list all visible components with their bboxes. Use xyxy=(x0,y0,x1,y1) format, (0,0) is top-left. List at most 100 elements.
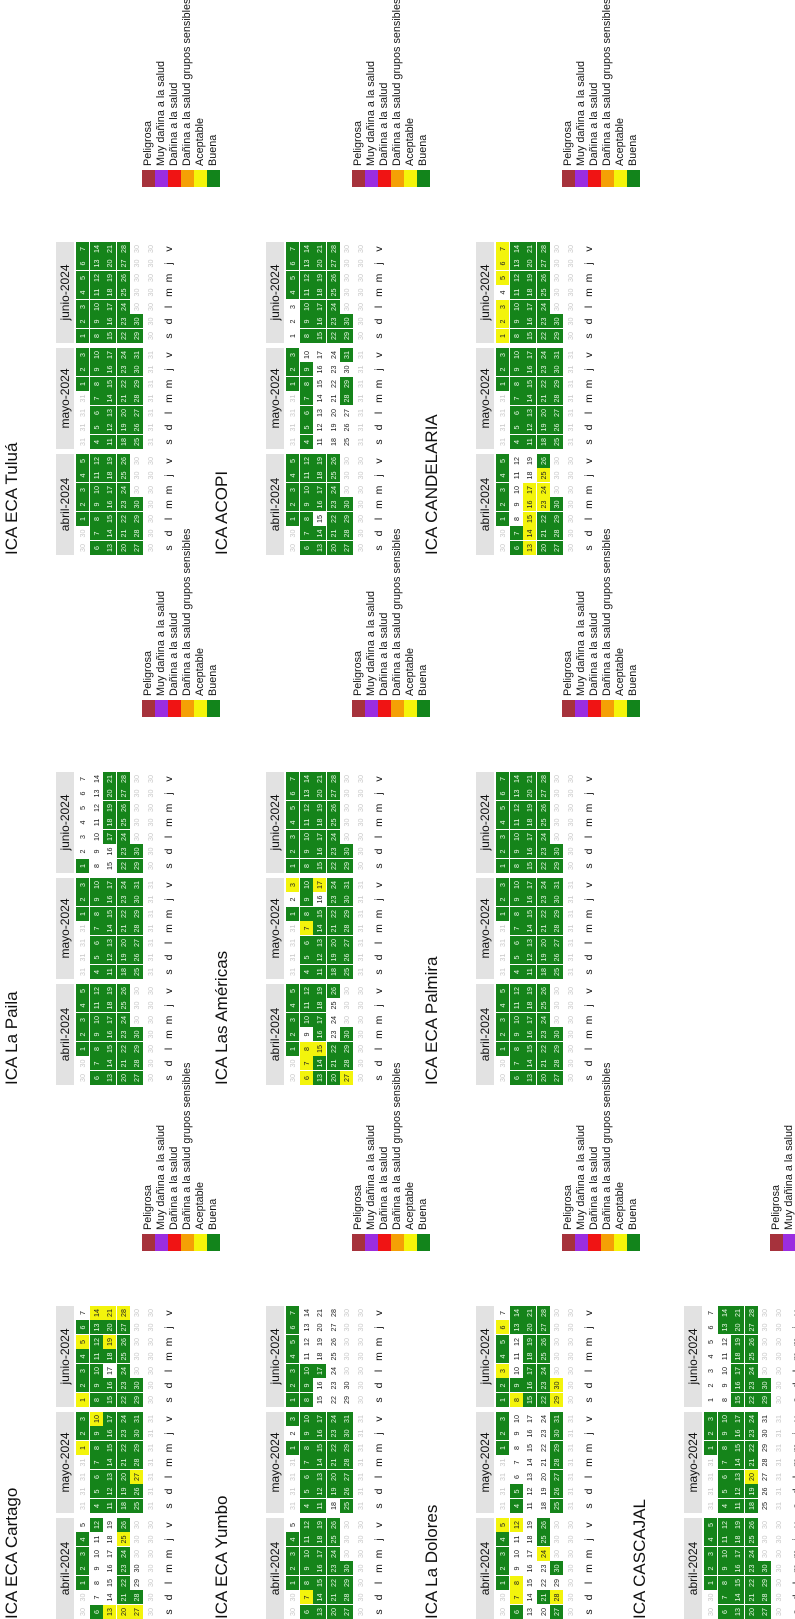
day-cell: 2 xyxy=(286,1561,299,1576)
day-cell: 19 xyxy=(731,1335,744,1349)
day-cell-outside: 30 xyxy=(132,471,141,480)
day-cell-outside: 30 xyxy=(342,486,351,494)
day-cell-outside: 30 xyxy=(565,1521,575,1529)
weekday-label: j xyxy=(582,474,595,477)
day-cell: 6 xyxy=(76,256,89,271)
day-cell: 2 xyxy=(704,1426,717,1441)
day-cell-outside: 30 xyxy=(132,987,141,995)
legend-label: Peligrosa xyxy=(562,120,574,166)
day-cell-outside: 31 xyxy=(565,380,575,388)
day-cell: 21 xyxy=(731,1306,744,1320)
day-cell-outside: 30 xyxy=(552,486,561,494)
day-cell: 14 xyxy=(103,1590,116,1605)
legend-swatch xyxy=(168,170,181,187)
month-calendar: abril-2024 30 30 1 2 3 4 5 6 7 8 9 10 11 12 13 14 15 16 17 1… xyxy=(56,1518,176,1619)
day-cell-outside: 30 xyxy=(773,1381,783,1390)
day-cell: 17 xyxy=(313,830,326,844)
weekday-label: m xyxy=(582,1352,595,1361)
day-cell: 8 xyxy=(299,1576,313,1590)
day-cell-outside: 30 xyxy=(552,457,561,465)
day-grid: 1 2 3 4 5 6 7 8 9 10 11 12 13 14 15 16 17 18 19 20 21 22 23 24 2… xyxy=(76,772,157,873)
day-cell: 28 xyxy=(340,1455,353,1470)
day-grid: 30 30 1 2 3 4 5 6 7 8 9 10 11 12 13 14 15 16 17 18 19 20 21 22 2… xyxy=(704,1518,785,1619)
day-cell-outside: 31 xyxy=(145,1429,155,1438)
day-cell: 12 xyxy=(89,1335,103,1349)
day-grid: 31 31 31 31 1 2 3 4 5 6 7 8 9 10 11 12 13 14 15 16 17 18 19 20 2… xyxy=(496,878,577,979)
day-cell: 22 xyxy=(536,1042,550,1056)
weekday-label: m xyxy=(582,1564,595,1573)
day-cell: 29 xyxy=(130,859,143,873)
day-cell: 3 xyxy=(76,483,89,497)
day-cell: 1 xyxy=(286,512,299,526)
weekday-label: d xyxy=(162,954,175,961)
day-cell: 28 xyxy=(758,1590,771,1605)
day-cell-outside: 30 xyxy=(552,1323,561,1332)
day-cell: 21 xyxy=(523,242,536,256)
weekday-label: l xyxy=(372,941,385,945)
day-cell: 15 xyxy=(103,1576,116,1590)
day-cell-outside: 30 xyxy=(342,833,351,841)
weekday-label: s xyxy=(372,1075,385,1081)
day-cell: 14 xyxy=(299,772,313,786)
day-cell: 12 xyxy=(89,454,103,468)
day-cell: 26 xyxy=(340,1484,353,1499)
day-cell: 6 xyxy=(496,256,509,271)
day-cell: 9 xyxy=(509,1027,523,1042)
day-cell: 14 xyxy=(523,1455,536,1470)
weekday-label: m xyxy=(372,1458,385,1467)
day-cell-outside: 31 xyxy=(498,1502,507,1510)
weekday-label: s xyxy=(372,1609,385,1615)
month-calendar: abril-2024 30 30 1 2 3 4 5 6 7 8 9 10 11 12 13 14 15 16 17 1… xyxy=(56,984,176,1085)
day-grid: 1 2 3 4 5 6 7 8 9 10 11 12 13 14 15 16 17 18 19 20 21 22 23 24 2… xyxy=(496,242,577,343)
day-cell: 21 xyxy=(326,526,340,541)
day-cell-outside: 30 xyxy=(355,1550,365,1558)
day-cell: 28 xyxy=(130,921,143,936)
legend-swatch xyxy=(783,1234,795,1251)
day-cell: 15 xyxy=(313,512,326,526)
day-cell: 13 xyxy=(299,786,313,801)
weekday-label: m xyxy=(372,1030,385,1039)
day-cell: 12 xyxy=(103,420,116,435)
weekday-label: d xyxy=(791,1379,795,1393)
legend-swatch xyxy=(391,170,404,187)
day-cell: 2 xyxy=(286,1426,299,1441)
day-cell-outside: 30 xyxy=(288,529,297,538)
weekday-label: v xyxy=(791,1412,795,1426)
legend-swatch xyxy=(601,170,614,187)
day-cell: 31 xyxy=(340,348,353,362)
day-cell-outside: 30 xyxy=(145,775,155,783)
day-cell: 23 xyxy=(536,1378,550,1393)
day-cell: 14 xyxy=(509,1306,523,1320)
day-cell: 16 xyxy=(103,1027,116,1042)
day-grid: 30 30 1 2 3 4 5 6 7 8 9 10 11 12 13 14 15 16 17 18 19 20 21 22 2… xyxy=(76,454,157,555)
day-cell: 20 xyxy=(313,256,326,271)
day-cell: 14 xyxy=(103,1455,116,1470)
day-cell: 20 xyxy=(523,786,536,801)
day-cell: 25 xyxy=(326,815,340,830)
day-cell: 25 xyxy=(536,815,550,830)
month-header: mayo-2024 xyxy=(56,348,74,449)
day-cell-outside: 31 xyxy=(355,438,365,446)
day-cell: 3 xyxy=(286,1013,299,1027)
day-cell: 28 xyxy=(116,772,130,786)
day-cell-outside: 31 xyxy=(145,939,155,947)
day-cell: 7 xyxy=(496,1306,509,1320)
day-cell: 24 xyxy=(536,300,550,314)
weekday-label: d xyxy=(372,530,385,537)
day-cell-outside: 30 xyxy=(355,515,365,523)
day-cell-outside: 30 xyxy=(355,1352,365,1361)
weekday-label: m xyxy=(372,1549,385,1559)
day-cell: 18 xyxy=(103,1349,116,1364)
day-cell-outside: 31 xyxy=(773,1502,783,1510)
day-cell: 4 xyxy=(89,1499,103,1513)
weekday-label: j xyxy=(162,262,175,265)
day-cell: 25 xyxy=(340,965,353,979)
day-grid: 30 30 1 2 3 4 5 6 7 8 9 10 11 12 13 14 15 16 17 18 19 20 21 22 2… xyxy=(496,454,577,555)
weekday-label: d xyxy=(162,848,175,855)
month-calendar: mayo-2024 31 31 31 31 1 2 3 4 5 6 7 8 9 10 11 12 13 14 15 16… xyxy=(56,1412,176,1513)
day-cell: 4 xyxy=(496,468,509,483)
day-cell: 2 xyxy=(286,1027,299,1042)
day-cell: 6 xyxy=(89,541,103,555)
